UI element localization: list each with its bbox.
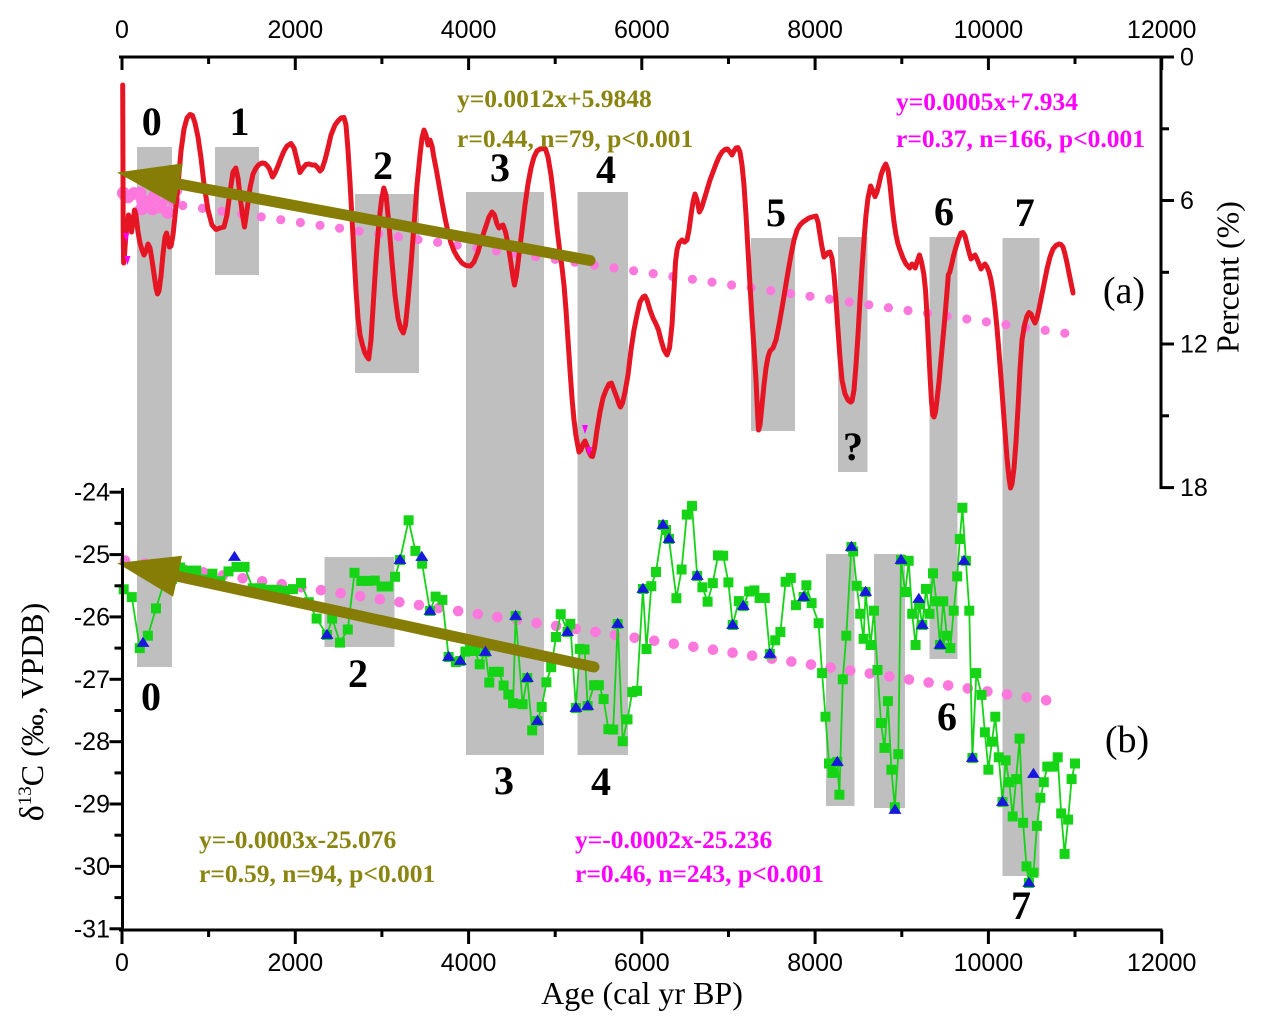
svg-text:7: 7 [1015,190,1035,235]
svg-text:4: 4 [596,147,616,192]
svg-text:(a): (a) [1103,270,1145,312]
svg-text:10000: 10000 [954,949,1024,977]
svg-text:0: 0 [115,16,129,44]
svg-text:12000: 12000 [1127,949,1197,977]
svg-text:Age (cal yr BP): Age (cal yr BP) [541,975,743,1011]
svg-text:4000: 4000 [441,16,497,44]
svg-text:8000: 8000 [787,16,843,44]
svg-text:?: ? [843,424,863,469]
svg-text:4: 4 [591,759,611,804]
svg-text:2000: 2000 [267,16,323,44]
svg-text:3: 3 [490,145,510,190]
svg-text:6: 6 [937,694,957,739]
svg-text:0: 0 [115,949,129,977]
svg-text:3: 3 [494,758,514,803]
svg-text:-28: -28 [74,728,110,756]
svg-text:-25: -25 [74,541,110,569]
svg-text:r=0.59, n=94, p<0.001: r=0.59, n=94, p<0.001 [199,859,435,888]
svg-text:4000: 4000 [441,949,497,977]
svg-text:2000: 2000 [267,949,323,977]
svg-text:6: 6 [1180,187,1194,215]
svg-text:10000: 10000 [954,16,1024,44]
svg-text:7: 7 [1011,883,1031,928]
svg-text:2: 2 [348,651,368,696]
svg-text:-26: -26 [74,603,110,631]
svg-text:-27: -27 [74,666,110,694]
svg-text:r=0.44, n=79, p<0.001: r=0.44, n=79, p<0.001 [457,124,693,153]
svg-text:y=0.0005x+7.934: y=0.0005x+7.934 [896,87,1078,116]
svg-text:8000: 8000 [787,949,843,977]
svg-text:y=0.0012x+5.9848: y=0.0012x+5.9848 [457,84,652,113]
svg-text:(b): (b) [1105,719,1149,761]
svg-text:Percent (%): Percent (%) [1209,201,1245,353]
svg-text:0: 0 [1180,44,1194,72]
svg-text:6000: 6000 [614,16,670,44]
svg-text:y=-0.0003x-25.076: y=-0.0003x-25.076 [199,825,396,854]
svg-text:12: 12 [1180,331,1208,359]
svg-text:-30: -30 [74,853,110,881]
svg-text:r=0.46, n=243, p<0.001: r=0.46, n=243, p<0.001 [575,859,824,888]
svg-text:0: 0 [142,99,162,144]
svg-text:6: 6 [934,189,954,234]
svg-text:5: 5 [766,190,786,235]
svg-text:2: 2 [373,143,393,188]
svg-text:18: 18 [1180,474,1208,502]
svg-text:12000: 12000 [1127,16,1197,44]
svg-text:6000: 6000 [614,949,670,977]
svg-text:-29: -29 [74,791,110,819]
svg-text:y=-0.0002x-25.236: y=-0.0002x-25.236 [575,825,772,854]
svg-text:-31: -31 [74,915,110,943]
svg-text:r=0.37, n=166, p<0.001: r=0.37, n=166, p<0.001 [896,124,1145,153]
svg-text:-24: -24 [74,479,110,507]
svg-text:0: 0 [141,674,161,719]
svg-text:1: 1 [230,99,250,144]
svg-text:δ13C (‰, VPDB): δ13C (‰, VPDB) [14,603,51,821]
